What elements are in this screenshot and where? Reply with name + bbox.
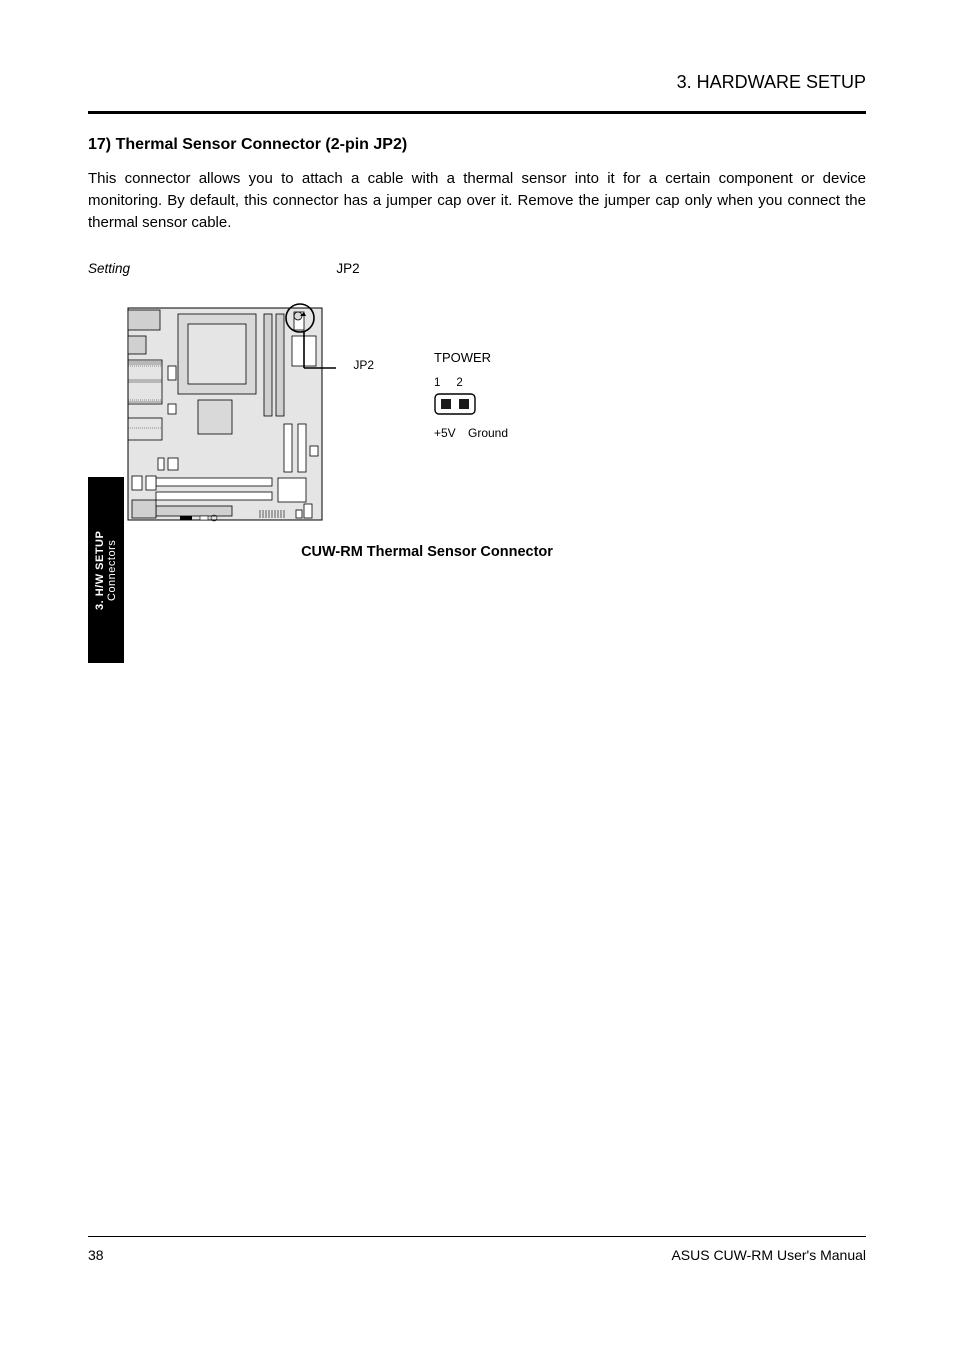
side-tab: 3. H/W SETUP Connectors [88, 477, 124, 663]
tpower-label: TPOWER [434, 350, 508, 365]
motherboard-diagram: JP2 [122, 300, 336, 524]
side-tab-line1: 3. H/W SETUP [94, 530, 106, 609]
connector-icon [434, 393, 476, 415]
connector-detail: TPOWER 1 2 +5V Ground [434, 300, 508, 440]
signal-1: +5V [434, 426, 462, 440]
callout-label: JP2 [353, 358, 374, 372]
instruction-line: Setting JP2 [88, 259, 866, 279]
side-tab-line2: Connectors [106, 539, 118, 600]
instruction-value: JP2 [336, 261, 359, 276]
pin-2-label: 2 [456, 377, 462, 389]
signal-2: Ground [468, 426, 508, 440]
bottom-divider [88, 1236, 866, 1237]
board-svg [122, 300, 336, 524]
manual-title: ASUS CUW-RM User's Manual [671, 1247, 866, 1263]
top-divider [88, 111, 866, 114]
instruction-prefix: Setting [88, 261, 130, 276]
section-subtitle: 17) Thermal Sensor Connector (2-pin JP2) [88, 136, 866, 154]
figure-caption: CUW-RM Thermal Sensor Connector [0, 544, 866, 560]
page-header: 3. HARDWARE SETUP [88, 72, 866, 93]
section-body: This connector allows you to attach a ca… [88, 168, 866, 233]
pin-1-label: 1 [434, 377, 440, 389]
page-number: 38 [88, 1247, 104, 1263]
page-footer: 38 ASUS CUW-RM User's Manual [88, 1236, 866, 1263]
diagram-row: JP2 TPOWER 1 2 +5V Ground [122, 300, 866, 524]
